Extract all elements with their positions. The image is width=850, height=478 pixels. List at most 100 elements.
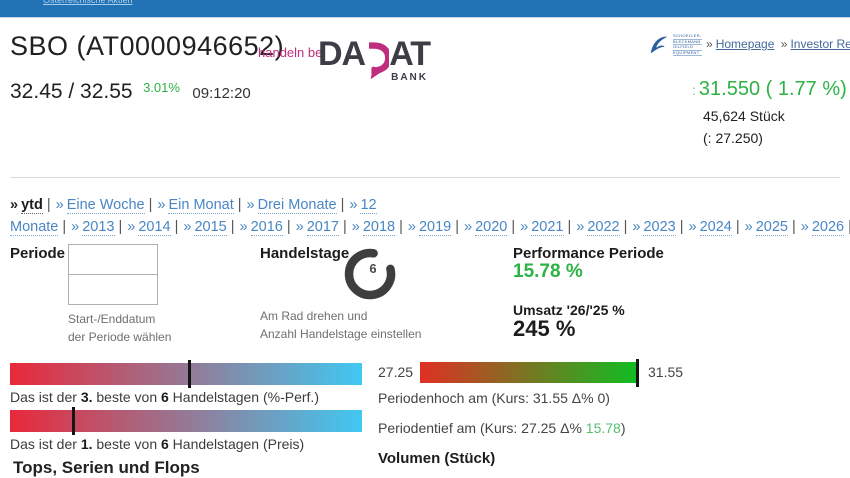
performance-rank-caption: Das ist der 3. beste von 6 Handelstagen … <box>10 389 319 405</box>
volume-line: 45,624 Stück <box>703 108 785 124</box>
nav-separator: | <box>735 219 740 235</box>
period-link-ytd[interactable]: ytd <box>21 197 43 214</box>
breadcrumb-link-investor-relations[interactable]: Investor Relations <box>790 37 850 51</box>
nav-arrow: » <box>55 197 64 213</box>
period-range-bar <box>420 359 639 387</box>
nav-arrow: » <box>127 219 136 235</box>
total-days-value: 6 <box>161 389 169 405</box>
breadcrumb: »Homepage »Investor Relations <box>703 37 850 51</box>
period-link-2019[interactable]: 2019 <box>418 219 452 236</box>
period-link-2014[interactable]: 2014 <box>138 219 171 236</box>
period-link-12-monate[interactable]: 12 Monate <box>10 197 377 236</box>
next-section-heading: Tops, Serien und Flops <box>13 458 200 477</box>
periodentief-line: Periodentief am (Kurs: 27.25 Δ% 15.78) <box>378 420 626 436</box>
period-link-2025[interactable]: 2025 <box>755 219 788 236</box>
rank-value: 3. <box>80 389 93 405</box>
period-link-2017[interactable]: 2017 <box>306 219 339 236</box>
dadat-bank-label: BANK <box>391 72 428 83</box>
change-percent: 3.01% <box>143 80 180 95</box>
nav-separator: | <box>286 219 291 235</box>
umsatz-value: 245 % <box>513 316 576 341</box>
nav-arrow: » <box>246 197 255 213</box>
performance-label: Performance Periode <box>513 245 664 262</box>
quote-colon: : <box>692 82 696 98</box>
nav-separator: | <box>62 219 67 235</box>
period-link-2015[interactable]: 2015 <box>194 219 227 236</box>
period-link-eine-woche[interactable]: Eine Woche <box>66 197 145 214</box>
nav-separator: | <box>174 219 179 235</box>
nav-arrow: » <box>464 219 473 235</box>
period-low-value: 27.25 <box>378 364 414 380</box>
period-link-2022[interactable]: 2022 <box>587 219 620 236</box>
period-link-2016[interactable]: 2016 <box>250 219 283 236</box>
nav-separator: | <box>399 219 403 235</box>
last-price-value: 31.550 ( 1.77 %) <box>698 78 847 100</box>
period-link-2026[interactable]: 2026 <box>811 219 845 236</box>
nav-separator: | <box>118 219 123 235</box>
periodentief-delta: 15.78 <box>585 420 621 436</box>
sbo-logo-line: SCHOELLER- <box>673 33 702 40</box>
total-days-value: 6 <box>161 436 169 452</box>
period-link-2013[interactable]: 2013 <box>82 219 115 236</box>
periode-label: Periode <box>10 245 66 262</box>
period-link-drei-monate[interactable]: Drei Monate <box>257 197 337 214</box>
last-price-line: :31.550 ( 1.77 %) <box>692 78 847 101</box>
caption-text: beste von <box>92 436 161 452</box>
handelstage-label: Handelstage <box>260 245 350 262</box>
period-nav: » ytd |» Eine Woche |» Ein Monat |» Drei Monate… <box>10 194 850 238</box>
nav-separator: | <box>237 197 242 213</box>
handeln-bei-label: handeln bei <box>258 45 326 60</box>
nav-separator: | <box>46 197 51 213</box>
page-title: SBO (AT0000946652) <box>10 31 285 61</box>
breadcrumb-separator: » <box>780 37 788 51</box>
quote-row: 32.45 / 32.55 3.01% 09:12:20 <box>10 80 251 104</box>
nav-separator: | <box>511 219 516 235</box>
dadat-logo-text-left: DA <box>318 35 366 73</box>
caption-text: Das ist der <box>10 389 81 405</box>
period-link-2018[interactable]: 2018 <box>362 219 396 236</box>
nav-separator: | <box>679 219 684 235</box>
breadcrumb-separator: » <box>706 37 713 51</box>
performance-rank-marker <box>187 360 191 388</box>
handelstage-value: 6 <box>369 261 376 276</box>
sbo-logo-text: SCHOELLER- BLECKMANN OILFIELD EQUIPMENT <box>673 33 702 56</box>
nav-arrow: » <box>239 219 248 235</box>
nav-arrow: » <box>351 219 360 235</box>
nav-arrow: » <box>10 197 19 213</box>
start-date-input[interactable] <box>68 244 158 275</box>
prev-close-line: (: 27.250) <box>703 130 763 146</box>
quote-time: 09:12:20 <box>192 85 251 102</box>
nav-arrow: » <box>632 219 641 235</box>
topbar-link[interactable]: Österreichische Aktien <box>43 0 133 5</box>
nav-arrow: » <box>183 219 192 235</box>
nav-arrow: » <box>71 219 80 235</box>
nav-separator: | <box>623 219 628 235</box>
period-link-2023[interactable]: 2023 <box>643 219 676 236</box>
nav-arrow: » <box>157 197 166 213</box>
nav-arrow: » <box>407 219 416 235</box>
period-link-2020[interactable]: 2020 <box>475 219 508 236</box>
nav-separator: | <box>848 219 850 235</box>
nav-separator: | <box>148 197 153 213</box>
periode-help-line2: der Periode wählen <box>68 330 172 344</box>
caption-text: beste von <box>92 389 161 405</box>
sbo-company-logo[interactable]: SCHOELLER- BLECKMANN OILFIELD EQUIPMENT <box>648 33 702 56</box>
period-link-ein-monat[interactable]: Ein Monat <box>168 197 234 214</box>
nav-separator: | <box>792 219 796 235</box>
breadcrumb-link-homepage[interactable]: Homepage <box>715 37 775 51</box>
dadat-bubble-icon <box>369 42 390 80</box>
dadat-bank-logo[interactable]: DA AT BANK <box>318 35 431 84</box>
handelstage-knob[interactable]: 6 <box>341 242 401 306</box>
nav-separator: | <box>343 219 347 235</box>
end-date-input[interactable] <box>68 274 158 305</box>
period-link-2024[interactable]: 2024 <box>699 219 732 236</box>
nav-arrow: » <box>576 219 585 235</box>
current-price-marker <box>635 359 639 387</box>
dadat-logo-text-right: AT <box>389 35 431 73</box>
nav-separator: | <box>230 219 235 235</box>
period-link-2021[interactable]: 2021 <box>531 219 564 236</box>
top-bar: Österreichische Aktien <box>0 0 850 18</box>
handelstage-help-line2: Anzahl Handelstage einstellen <box>260 327 422 341</box>
nav-arrow: » <box>520 219 529 235</box>
price-rank-caption: Das ist der 1. beste von 6 Handelstagen … <box>10 436 304 452</box>
